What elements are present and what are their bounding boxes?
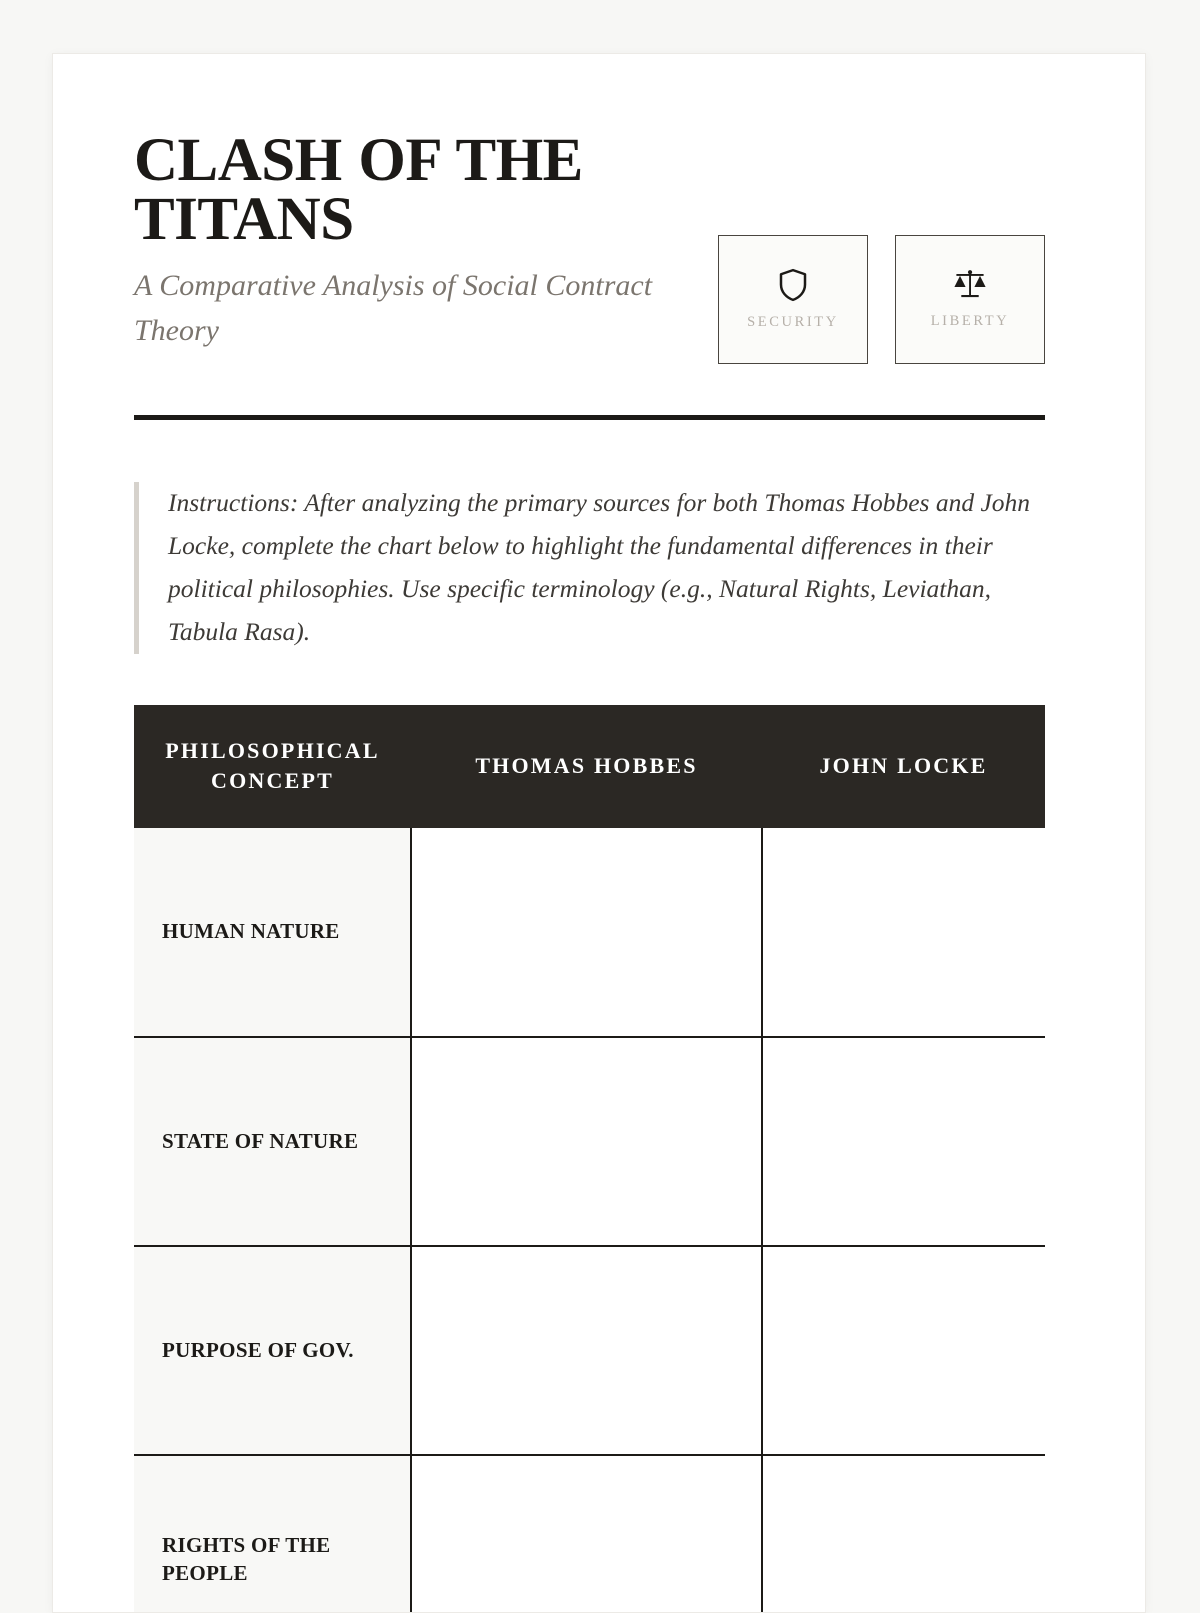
column-header-locke: JOHN LOCKE bbox=[762, 704, 1045, 828]
title-block: CLASH OF THE TITANS A Comparative Analys… bbox=[134, 127, 704, 353]
badge-liberty-label: LIBERTY bbox=[930, 313, 1010, 329]
instructions-text: Instructions: After analyzing the primar… bbox=[168, 488, 1031, 646]
comparison-chart-wrapper: PHILOSOPHICAL CONCEPT THOMAS HOBBES JOHN… bbox=[134, 704, 1045, 1612]
answer-cell-hobbes[interactable] bbox=[410, 1035, 763, 1247]
badge-security-label: SECURITY bbox=[747, 314, 839, 330]
concept-label: RIGHTS OF THE PEOPLE bbox=[134, 1453, 412, 1612]
badge-security[interactable]: SECURITY bbox=[718, 235, 868, 364]
shield-icon bbox=[778, 268, 808, 302]
instructions-block: Instructions: After analyzing the primar… bbox=[134, 482, 1045, 654]
scales-icon bbox=[953, 269, 987, 301]
document-header: CLASH OF THE TITANS A Comparative Analys… bbox=[134, 127, 1045, 364]
table-header-row: PHILOSOPHICAL CONCEPT THOMAS HOBBES JOHN… bbox=[134, 704, 1045, 828]
answer-cell-locke[interactable] bbox=[761, 1244, 1045, 1456]
badge-liberty[interactable]: LIBERTY bbox=[895, 235, 1045, 364]
table-row: RIGHTS OF THE PEOPLE bbox=[134, 1453, 1045, 1612]
column-header-hobbes: THOMAS HOBBES bbox=[411, 704, 762, 828]
badge-group: SECURITY LIBERTY bbox=[718, 235, 1045, 364]
answer-cell-locke[interactable] bbox=[761, 1035, 1045, 1247]
comparison-chart: PHILOSOPHICAL CONCEPT THOMAS HOBBES JOHN… bbox=[134, 704, 1045, 1612]
column-header-concept: PHILOSOPHICAL CONCEPT bbox=[134, 704, 411, 828]
table-row: STATE OF NATURE bbox=[134, 1035, 1045, 1247]
concept-label: STATE OF NATURE bbox=[134, 1035, 412, 1247]
page-title: CLASH OF THE TITANS bbox=[134, 127, 583, 254]
answer-cell-hobbes[interactable] bbox=[410, 827, 763, 1038]
concept-label: HUMAN NATURE bbox=[134, 827, 412, 1038]
concept-label: PURPOSE OF GOV. bbox=[134, 1244, 412, 1456]
worksheet-page: CLASH OF THE TITANS A Comparative Analys… bbox=[52, 53, 1146, 1613]
header-divider-rule bbox=[134, 415, 1045, 421]
answer-cell-hobbes[interactable] bbox=[410, 1453, 763, 1612]
answer-cell-locke[interactable] bbox=[761, 827, 1045, 1038]
answer-cell-hobbes[interactable] bbox=[410, 1244, 763, 1456]
table-row: HUMAN NATURE bbox=[134, 827, 1045, 1038]
page-subtitle: A Comparative Analysis of Social Contrac… bbox=[134, 269, 653, 348]
table-row: PURPOSE OF GOV. bbox=[134, 1244, 1045, 1456]
answer-cell-locke[interactable] bbox=[761, 1453, 1045, 1612]
